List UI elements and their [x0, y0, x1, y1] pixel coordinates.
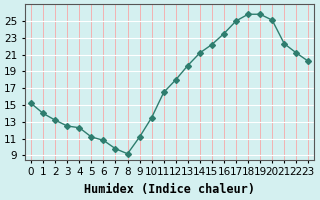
- X-axis label: Humidex (Indice chaleur): Humidex (Indice chaleur): [84, 183, 255, 196]
